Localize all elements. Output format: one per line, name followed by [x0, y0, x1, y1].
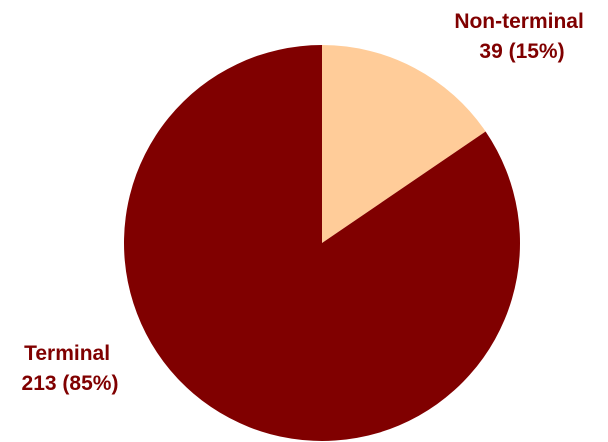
label-terminal-name: Terminal — [24, 342, 110, 365]
pie-slice-terminal — [123, 45, 520, 442]
label-terminal: Terminal 213 (85%) — [22, 342, 119, 395]
label-non-terminal: Non-terminal 39 (15%) — [454, 10, 589, 63]
pie-slices — [123, 45, 520, 442]
pie-slice-non-terminal — [322, 45, 486, 243]
label-terminal-value: 213 (85%) — [22, 372, 119, 395]
label-non-terminal-name: Non-terminal — [454, 10, 584, 33]
label-non-terminal-value: 39 (15%) — [479, 40, 564, 63]
